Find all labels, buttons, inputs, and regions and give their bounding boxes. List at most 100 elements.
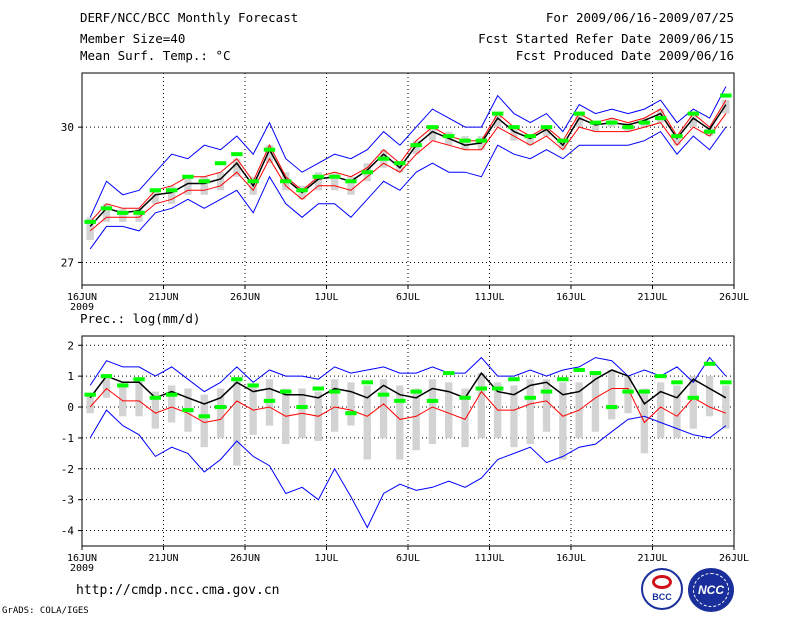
temp-x-tick-label: 11JUL bbox=[474, 292, 504, 303]
prec-x-tick-label: 1JUL bbox=[314, 553, 338, 564]
temp-obs-mark bbox=[84, 219, 96, 224]
prec-ensemble-box bbox=[542, 379, 551, 432]
temp-series-mean bbox=[89, 104, 727, 227]
temp-obs-mark bbox=[459, 138, 471, 143]
prec-obs-mark bbox=[345, 411, 357, 416]
bcc-logo-text: BCC bbox=[652, 592, 672, 602]
prec-obs-mark bbox=[328, 389, 341, 394]
temp-obs-mark bbox=[231, 152, 243, 157]
member-size: Member Size=40 bbox=[80, 31, 186, 46]
prec-ensemble-box bbox=[167, 385, 176, 423]
temp-ensemble-box bbox=[314, 172, 323, 191]
prec-obs-mark bbox=[638, 389, 651, 394]
temp-x-tick-label: 6JUL bbox=[396, 292, 420, 303]
variable-label: Mean Surf. Temp.: °C bbox=[80, 48, 231, 63]
prec-ensemble-box bbox=[624, 376, 632, 414]
temp-x-year-label: 2009 bbox=[70, 302, 94, 313]
prec-y-tick-label: -3 bbox=[61, 494, 74, 507]
temp-obs-mark bbox=[720, 93, 732, 98]
temp-series-max bbox=[89, 86, 727, 218]
prec-ensemble-box bbox=[705, 376, 714, 417]
temp-ensemble-box bbox=[461, 136, 469, 150]
prec-ensemble-box bbox=[233, 379, 241, 466]
prec-y-tick-label: 1 bbox=[67, 370, 74, 383]
temp-obs-mark bbox=[377, 156, 390, 161]
prec-obs-mark bbox=[475, 386, 488, 391]
prec-y-tick-label: -2 bbox=[61, 463, 74, 476]
temp-obs-mark bbox=[557, 138, 569, 143]
prec-x-year-label: 2009 bbox=[70, 563, 94, 574]
temp-ensemble-box bbox=[510, 127, 518, 141]
temp-ensemble-box bbox=[673, 136, 681, 146]
temp-ensemble-box bbox=[86, 217, 94, 240]
prec-ensemble-box bbox=[591, 373, 600, 432]
temp-obs-mark bbox=[703, 129, 716, 134]
prec-x-tick-label: 21JUN bbox=[148, 553, 178, 564]
temp-ensemble-box bbox=[689, 113, 697, 128]
chart-title: DERF/NCC/BCC Monthly Forecast bbox=[80, 10, 299, 25]
prec-series-max bbox=[89, 356, 727, 393]
temp-obs-mark bbox=[573, 111, 585, 116]
temp-obs-mark bbox=[394, 161, 406, 166]
prec-ensemble-box bbox=[412, 388, 420, 451]
prec-y-tick-label: -4 bbox=[61, 525, 75, 538]
footer-url[interactable]: http://cmdp.ncc.cma.gov.cn bbox=[76, 583, 280, 598]
temp-obs-mark bbox=[198, 179, 210, 184]
prec-ensemble-box bbox=[477, 373, 486, 438]
temp-obs-mark bbox=[540, 125, 553, 130]
temp-series-mean_minus_std bbox=[89, 113, 727, 232]
prec-obs-mark bbox=[231, 377, 243, 382]
prec-ensemble-box bbox=[151, 391, 160, 429]
temp-ensemble-box bbox=[347, 176, 355, 195]
prec-ensemble-box bbox=[330, 379, 339, 432]
temp-ensemble-box bbox=[233, 158, 241, 177]
prec-series-mean_minus_std bbox=[89, 387, 727, 424]
temp-x-tick-label: 1JUL bbox=[314, 292, 338, 303]
prec-obs-mark bbox=[280, 389, 292, 394]
prec-ensemble-box bbox=[119, 382, 127, 417]
temp-x-tick-label: 16JUN bbox=[67, 292, 97, 303]
temp-y-tick-label: 27 bbox=[61, 256, 74, 269]
temp-obs-mark bbox=[182, 174, 194, 179]
prec-obs-mark bbox=[361, 380, 373, 385]
prec-obs-mark bbox=[540, 389, 553, 394]
prec-ensemble-box bbox=[461, 388, 469, 448]
temp-obs-mark bbox=[671, 134, 683, 139]
prec-obs-mark bbox=[214, 405, 227, 410]
temp-ensemble-box bbox=[200, 176, 208, 195]
prec-obs-mark bbox=[557, 377, 569, 382]
prec-obs-mark bbox=[377, 392, 390, 397]
temp-ensemble-box bbox=[493, 113, 502, 128]
prec-obs-mark bbox=[459, 395, 471, 400]
temp-x-tick-label: 16JUL bbox=[556, 292, 586, 303]
prec-ensemble-box bbox=[428, 379, 437, 445]
prec-series-mean bbox=[89, 369, 727, 406]
temp-obs-mark bbox=[328, 174, 341, 179]
prec-ensemble-box bbox=[673, 385, 681, 438]
temp-y-tick-label: 30 bbox=[61, 121, 74, 134]
prec-y-tick-label: 0 bbox=[67, 401, 74, 414]
temp-series-mean_plus_std bbox=[89, 99, 727, 223]
prec-ensemble-box bbox=[608, 369, 616, 420]
prec-x-tick-label: 6JUL bbox=[396, 553, 420, 564]
prec-ensemble-box bbox=[689, 376, 697, 429]
temp-ensemble-box bbox=[119, 208, 127, 222]
prec-ensemble-box bbox=[510, 385, 518, 448]
temp-obs-mark bbox=[491, 111, 504, 116]
temp-ensemble-box bbox=[575, 113, 583, 128]
prec-ensemble-box bbox=[722, 385, 730, 429]
grads-credit: GrADS: COLA/IGES bbox=[2, 606, 89, 616]
prec-obs-mark bbox=[117, 383, 129, 388]
temp-obs-mark bbox=[475, 138, 488, 143]
prec-panel: 16JUN 21JUN 26JUN 1JUL 6JUL 11JUL 16JUL 21JUL 26… bbox=[61, 335, 749, 574]
temp-obs-mark bbox=[638, 120, 651, 125]
prec-obs-mark bbox=[589, 371, 602, 376]
prec-ensemble-box bbox=[526, 379, 534, 445]
temp-obs-mark bbox=[165, 188, 178, 193]
prec-obs-mark bbox=[84, 392, 96, 397]
prec-ensemble-box bbox=[445, 382, 453, 438]
temp-ensemble-box bbox=[102, 203, 111, 222]
temp-obs-mark bbox=[508, 125, 520, 130]
precip-label: Prec.: log(mm/d) bbox=[80, 311, 201, 326]
bcc-logo: BCC bbox=[641, 568, 683, 610]
